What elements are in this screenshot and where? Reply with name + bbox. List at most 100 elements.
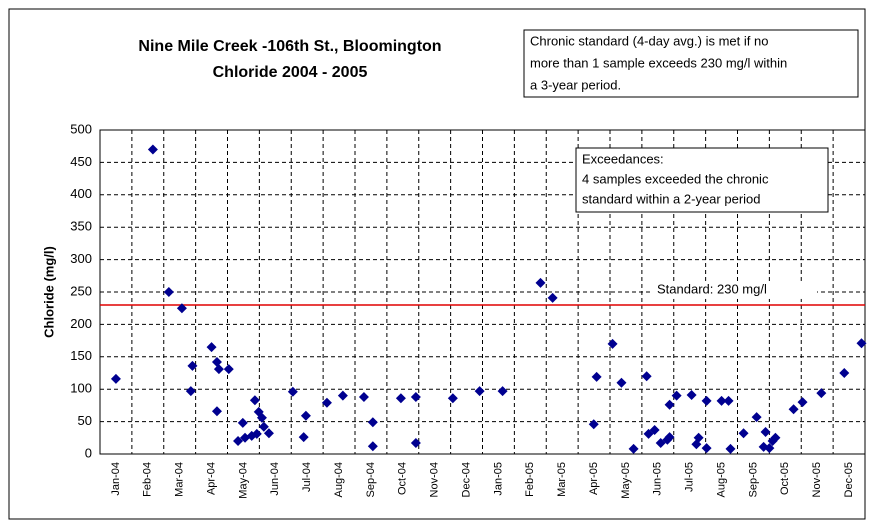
y-tick-label: 150 xyxy=(70,348,92,363)
annotation: Exceedances: xyxy=(582,151,664,166)
point xyxy=(256,412,267,423)
y-tick-label: 400 xyxy=(70,186,92,201)
point xyxy=(258,421,269,432)
point xyxy=(358,391,369,402)
point xyxy=(163,287,174,297)
point xyxy=(211,406,222,417)
point xyxy=(187,360,198,371)
point xyxy=(701,443,712,454)
note: Chronic standard (4-day avg.) is met if … xyxy=(530,33,768,48)
point xyxy=(788,404,799,415)
point xyxy=(547,292,558,303)
x-tick-label: Apr-05 xyxy=(588,462,600,495)
point xyxy=(816,388,827,399)
point xyxy=(497,386,508,397)
point xyxy=(367,441,378,452)
note-box xyxy=(523,29,859,98)
annotation: 4 samples exceeded the chronic xyxy=(582,171,769,186)
point xyxy=(287,386,298,397)
x-tick-label: Dec-05 xyxy=(843,462,855,497)
x-tick-label: May-05 xyxy=(620,462,632,499)
point xyxy=(206,342,217,353)
point xyxy=(233,436,244,447)
x-tick-label: Mar-04 xyxy=(174,462,186,497)
point xyxy=(607,338,618,349)
x-tick-label: Oct-05 xyxy=(779,462,791,495)
point xyxy=(300,410,311,421)
point xyxy=(723,395,734,406)
y-tick-label: 50 xyxy=(78,413,92,428)
point xyxy=(410,437,421,448)
point xyxy=(693,432,704,443)
point xyxy=(298,432,309,443)
point xyxy=(770,432,781,443)
point xyxy=(738,428,749,439)
x-tick-label: Nov-04 xyxy=(429,462,441,497)
point xyxy=(839,368,850,378)
y-tick-label: 100 xyxy=(70,381,92,396)
point xyxy=(251,428,262,439)
x-tick-label: Aug-04 xyxy=(333,462,345,497)
point xyxy=(760,426,771,437)
annotation: standard within a 2-year period xyxy=(582,191,761,206)
point xyxy=(797,397,808,408)
point xyxy=(263,428,274,439)
x-tick-label: Feb-05 xyxy=(524,462,536,497)
y-tick-label: 450 xyxy=(70,154,92,169)
chart-title: Nine Mile Creek -106th St., Bloomington xyxy=(138,38,441,55)
point xyxy=(664,432,675,443)
x-tick-label: Jan-05 xyxy=(492,462,504,496)
point xyxy=(856,338,867,349)
point xyxy=(249,395,260,406)
x-tick-label: Jan-04 xyxy=(110,462,122,496)
x-tick-label: Mar-05 xyxy=(556,462,568,497)
y-tick-label: 300 xyxy=(70,251,92,266)
point xyxy=(649,425,660,436)
point xyxy=(725,443,736,454)
point xyxy=(237,417,248,428)
point xyxy=(764,443,775,454)
plot-border xyxy=(99,129,866,455)
y-tick-label: 0 xyxy=(85,445,92,460)
label-bg xyxy=(652,280,817,299)
point xyxy=(671,390,682,401)
reference-label: Standard: 230 mg/l xyxy=(657,281,767,296)
point xyxy=(395,393,406,404)
x-tick-label: Apr-04 xyxy=(205,462,217,495)
x-tick-label: Jul-05 xyxy=(684,462,696,492)
x-tick-label: Sep-04 xyxy=(365,462,377,497)
point xyxy=(213,364,224,375)
x-tick-label: Aug-05 xyxy=(715,462,727,497)
point xyxy=(616,377,627,388)
y-tick-label: 350 xyxy=(70,219,92,234)
point xyxy=(367,417,378,428)
point xyxy=(176,303,187,314)
point xyxy=(664,399,675,410)
point xyxy=(716,395,727,406)
x-tick-label: Jun-04 xyxy=(269,462,281,496)
point xyxy=(701,395,712,406)
y-tick-label: 200 xyxy=(70,316,92,331)
note: more than 1 sample exceeds 230 mg/l with… xyxy=(530,55,787,70)
note: a 3-year period. xyxy=(530,77,621,92)
x-tick-label: Feb-04 xyxy=(142,462,154,497)
point xyxy=(147,144,158,155)
point xyxy=(185,386,196,397)
x-tick-label: Jul-04 xyxy=(301,462,313,492)
y-tick-label: 500 xyxy=(70,121,92,136)
point xyxy=(447,393,458,404)
point xyxy=(751,412,762,423)
point xyxy=(223,364,234,375)
annotation-box xyxy=(575,147,829,213)
point xyxy=(211,356,222,367)
point xyxy=(110,373,121,384)
x-tick-label: Oct-04 xyxy=(397,462,409,495)
point xyxy=(321,397,332,408)
point xyxy=(641,371,652,382)
x-tick-label: May-04 xyxy=(237,462,249,499)
y-axis-label: Chloride (mg/l) xyxy=(41,246,56,338)
y-tick-label: 250 xyxy=(70,283,92,298)
point xyxy=(686,390,697,401)
point xyxy=(474,386,485,397)
